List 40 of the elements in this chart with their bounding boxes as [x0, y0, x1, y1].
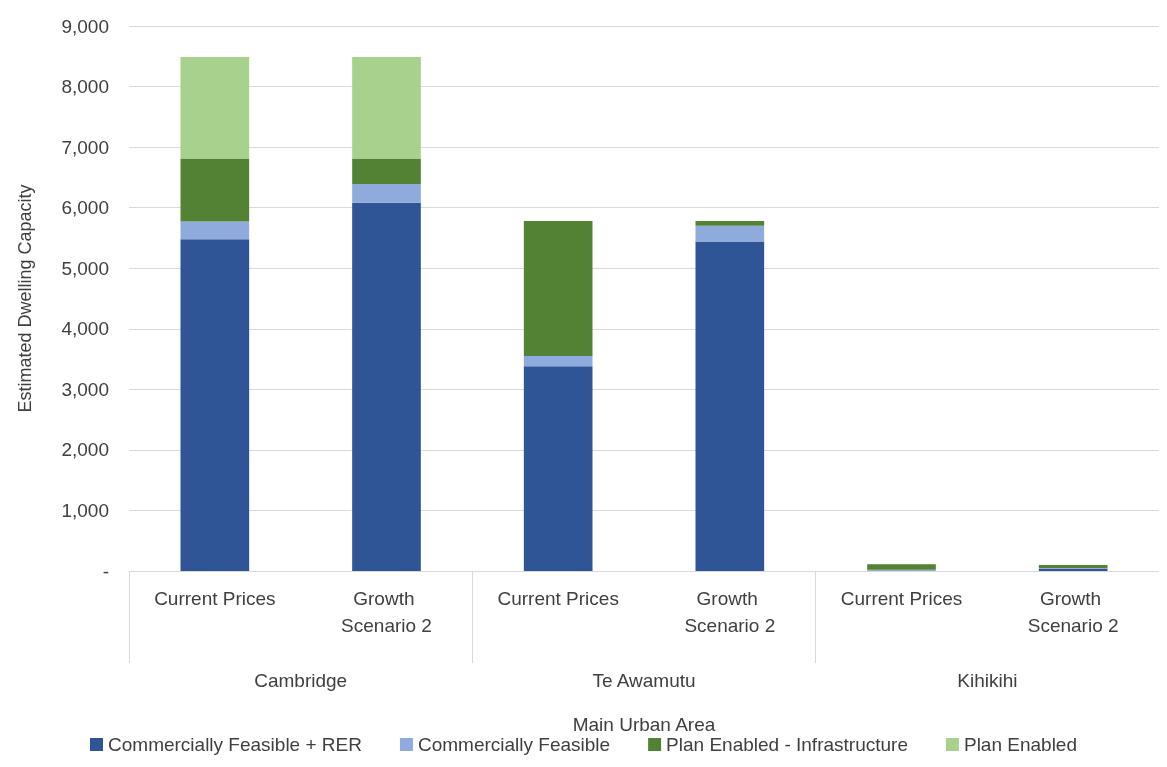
bar [352, 56, 421, 159]
legend-label: Commercially Feasible + RER [108, 734, 362, 755]
y-tick-label: 5,000 [61, 257, 109, 279]
bar [523, 366, 593, 571]
x-tick-label: Growth Scenario 2 [684, 588, 776, 636]
x-tick-label: Current Prices [154, 588, 276, 609]
y-tick-label: 8,000 [61, 76, 109, 98]
legend-label: Plan Enabled - Infrastructure [666, 734, 908, 755]
x-tick-label: Current Prices [497, 588, 619, 609]
x-axis-title: Main Urban Area [572, 714, 716, 735]
y-tick-label: 4,000 [61, 318, 109, 340]
text: Cambridge [254, 670, 348, 691]
y-tick-label: 2,000 [61, 439, 109, 461]
bar [523, 220, 593, 357]
bar [180, 221, 250, 240]
y-axis-title: Estimated Dwelling Capacity [15, 184, 35, 413]
x-tick-label: Growth Scenario 2 [1027, 588, 1119, 636]
y-tick-label: 9,000 [61, 15, 109, 37]
bar [352, 158, 421, 185]
bar [867, 564, 936, 570]
y-tick-label: 3,000 [61, 378, 109, 400]
x-tick-label: Current Prices [840, 588, 963, 609]
x-tick-label: Growth Scenario 2 [341, 588, 432, 636]
bar [180, 56, 250, 159]
bar [180, 239, 250, 571]
text: Te Awamutu [592, 670, 696, 691]
bar [695, 225, 765, 242]
bar [695, 220, 765, 226]
text: Kihikihi [957, 670, 1018, 691]
y-tick-label: 1,000 [61, 499, 109, 521]
bar [695, 241, 765, 571]
bar [523, 356, 593, 367]
y-tick-label: 6,000 [61, 197, 109, 219]
bar [180, 158, 250, 222]
y-tick-label: - [102, 560, 109, 582]
legend-label: Commercially Feasible [417, 734, 611, 755]
bar [352, 184, 421, 203]
y-tick-label: 7,000 [61, 136, 109, 158]
legend-label: Plan Enabled [963, 734, 1077, 755]
bar [352, 202, 421, 571]
